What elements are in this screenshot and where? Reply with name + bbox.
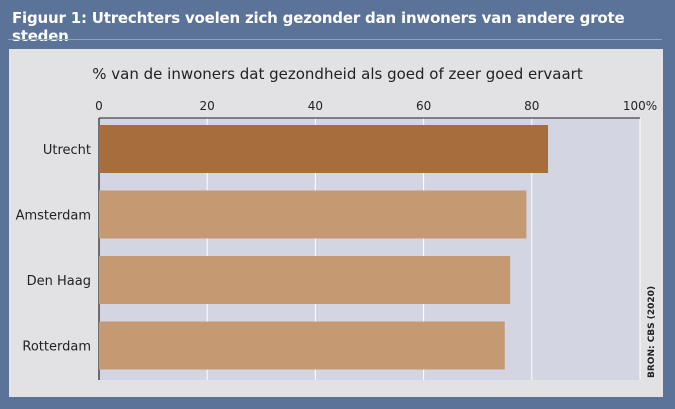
chart-title: % van de inwoners dat gezondheid als goe… bbox=[92, 65, 583, 83]
bar-utrecht bbox=[99, 125, 549, 173]
bar-den-haag bbox=[99, 256, 511, 304]
category-label: Amsterdam bbox=[16, 209, 91, 224]
category-label: Utrecht bbox=[43, 143, 91, 158]
x-tick-label: 0 bbox=[95, 99, 103, 113]
figure-title: Figuur 1: Utrechters voelen zich gezonde… bbox=[12, 9, 625, 45]
x-tick-label: 40 bbox=[308, 99, 323, 113]
x-tick-label: 100% bbox=[623, 99, 657, 113]
x-tick-label: 80 bbox=[524, 99, 539, 113]
category-label: Den Haag bbox=[27, 274, 91, 289]
x-tick-label: 60 bbox=[416, 99, 431, 113]
bar-rotterdam bbox=[99, 321, 505, 370]
category-label: Rotterdam bbox=[22, 340, 91, 355]
header-divider bbox=[8, 39, 662, 40]
source-label: BRON: CBS (2020) bbox=[647, 286, 657, 378]
x-tick-label: 20 bbox=[200, 99, 215, 113]
bar-amsterdam bbox=[99, 190, 527, 239]
